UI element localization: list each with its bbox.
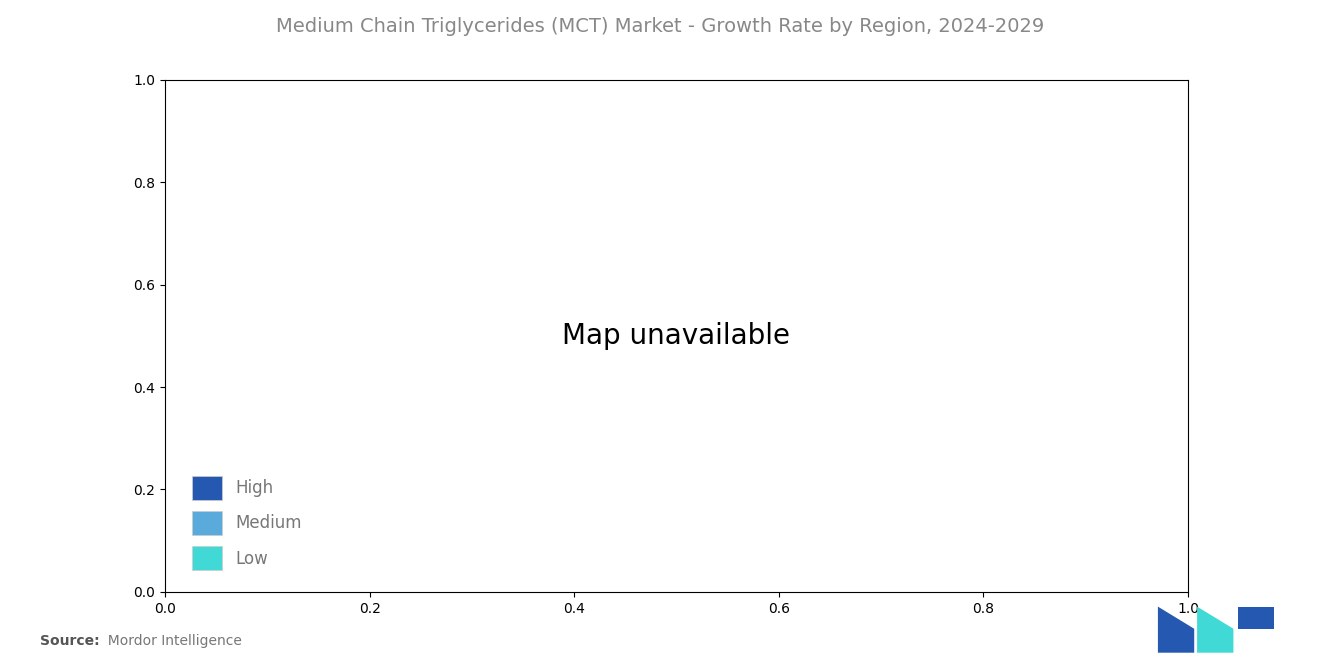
Text: Map unavailable: Map unavailable — [562, 322, 791, 350]
Polygon shape — [1158, 606, 1195, 653]
Polygon shape — [1238, 606, 1274, 629]
Polygon shape — [1197, 606, 1233, 653]
Text: Source:: Source: — [40, 634, 99, 648]
Text: Mordor Intelligence: Mordor Intelligence — [99, 634, 242, 648]
Legend: High, Medium, Low: High, Medium, Low — [183, 467, 310, 579]
Text: Medium Chain Triglycerides (MCT) Market - Growth Rate by Region, 2024-2029: Medium Chain Triglycerides (MCT) Market … — [276, 17, 1044, 36]
